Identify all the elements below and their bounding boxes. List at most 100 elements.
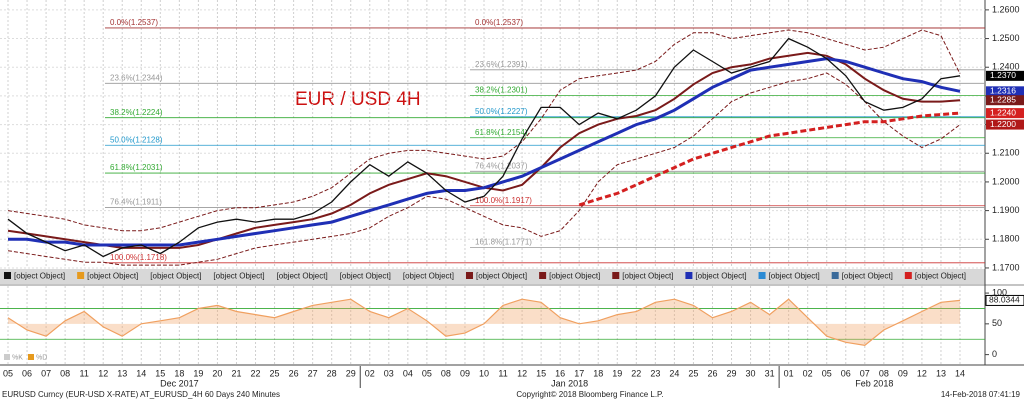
legend-label: %D — [36, 354, 47, 361]
legend-swatch — [685, 272, 693, 279]
y-tick-label: 1.2600 — [992, 4, 1020, 14]
legend-bar — [0, 269, 985, 284]
x-tick-label: 18 — [174, 368, 184, 378]
legend-label: [object Object] — [695, 272, 746, 281]
y-tick-label: 1.1800 — [992, 234, 1020, 244]
y-tick-label: 100 — [992, 287, 1007, 297]
series-line — [578, 111, 961, 207]
series-line — [8, 57, 961, 247]
x-tick-label: 09 — [898, 368, 908, 378]
fib-label: 76.4%(1.2037) — [475, 161, 528, 170]
legend-label: [object Object] — [277, 272, 328, 281]
last-label: 1.2240 — [990, 107, 1016, 117]
last-label: 1.2200 — [990, 119, 1016, 129]
last-label-box — [986, 70, 1024, 81]
value-label-box — [985, 294, 1024, 306]
legend-swatch — [539, 272, 547, 279]
x-tick-label: 27 — [308, 368, 318, 378]
x-tick-label: 10 — [479, 368, 489, 378]
fib-label: 61.8%(1.2031) — [110, 163, 163, 172]
series-line — [7, 37, 961, 258]
x-tick-label: 11 — [498, 368, 507, 378]
y-tick-label: 50 — [992, 318, 1002, 328]
footer-center: Copyright© 2018 Bloomberg Finance L.P. — [516, 390, 663, 399]
x-tick-label: 13 — [936, 368, 946, 378]
y-tick-label: 0 — [992, 349, 997, 359]
x-tick-label: 29 — [346, 368, 356, 378]
month-label: Dec 2017 — [160, 378, 199, 388]
fib-label: 100.0%(1.1917) — [475, 196, 532, 205]
last-label-box — [986, 119, 1024, 130]
fib-label: 23.6%(1.2391) — [475, 60, 528, 69]
fib-label: 61.8%(1.2154) — [475, 128, 528, 137]
x-tick-label: 12 — [517, 368, 527, 378]
legend-label: [object Object] — [340, 272, 391, 281]
x-tick-label: 19 — [193, 368, 203, 378]
x-tick-label: 08 — [60, 368, 70, 378]
x-tick-label: 15 — [536, 368, 546, 378]
fib-label: 38.2%(1.2301) — [475, 86, 528, 95]
x-tick-label: 14 — [136, 368, 146, 378]
x-tick-label: 15 — [155, 368, 165, 378]
x-tick-label: 26 — [707, 368, 717, 378]
x-tick-label: 06 — [22, 368, 32, 378]
footer-left: EURUSD Curncy (EUR-USD X-RATE) AT_EURUSD… — [2, 390, 280, 399]
x-tick-label: 18 — [593, 368, 603, 378]
fib-label: 100.0%(1.1718) — [110, 253, 167, 262]
fib-label: 23.6%(1.2344) — [110, 73, 163, 82]
legend-label: [object Object] — [622, 272, 673, 281]
x-tick-label: 01 — [784, 368, 794, 378]
x-tick-label: 05 — [822, 368, 832, 378]
legend-swatch — [831, 272, 839, 279]
x-tick-label: 12 — [98, 368, 108, 378]
x-tick-label: 02 — [365, 368, 375, 378]
y-tick-label: 1.2400 — [992, 62, 1020, 72]
series-line — [7, 72, 961, 266]
fib-label: 76.4%(1.1911) — [110, 198, 162, 207]
x-tick-label: 13 — [117, 368, 127, 378]
legend-swatch — [4, 354, 10, 360]
x-tick-label: 28 — [327, 368, 337, 378]
legend-swatch — [28, 354, 34, 360]
x-tick-label: 04 — [403, 368, 413, 378]
x-tick-label: 08 — [441, 368, 451, 378]
month-label: Jan 2018 — [551, 378, 588, 388]
x-tick-label: 31 — [765, 368, 775, 378]
x-tick-label: 06 — [841, 368, 851, 378]
legend-label: [object Object] — [915, 272, 966, 281]
legend-swatch — [758, 272, 766, 279]
legend-swatch — [612, 272, 620, 279]
fib-label: 50.0%(1.2128) — [110, 135, 163, 144]
legend-label: [object Object] — [476, 272, 527, 281]
x-tick-label: 30 — [746, 368, 756, 378]
x-tick-label: 25 — [270, 368, 280, 378]
fib-label: 161.8%(1.1771) — [475, 238, 532, 247]
fib-label: 38.2%(1.2224) — [110, 108, 163, 117]
month-label: Feb 2018 — [855, 378, 893, 388]
x-tick-label: 07 — [41, 368, 51, 378]
last-label: 1.2316 — [990, 86, 1016, 96]
x-tick-label: 14 — [955, 368, 965, 378]
x-tick-label: 02 — [803, 368, 813, 378]
y-tick-label: 1.1900 — [992, 205, 1020, 215]
last-label: 1.2285 — [990, 94, 1016, 104]
last-label-box — [986, 95, 1024, 106]
x-tick-label: 24 — [669, 368, 679, 378]
y-tick-label: 1.2500 — [992, 33, 1020, 43]
x-tick-label: 20 — [212, 368, 222, 378]
legend-swatch — [904, 272, 912, 279]
last-label-box — [986, 108, 1024, 119]
x-tick-label: 25 — [688, 368, 698, 378]
footer-right: 14-Feb-2018 07:41:19 — [941, 390, 1021, 399]
legend-swatch — [465, 272, 473, 279]
x-tick-label: 23 — [650, 368, 660, 378]
fib-label: 50.0%(1.2227) — [475, 107, 528, 116]
value-label: 88.0344 — [989, 295, 1020, 305]
y-tick-label: 1.2000 — [992, 176, 1020, 186]
x-tick-label: 05 — [422, 368, 432, 378]
x-tick-label: 07 — [860, 368, 870, 378]
x-tick-label: 12 — [917, 368, 927, 378]
fib-label: 0.0%(1.2537) — [475, 18, 523, 27]
last-label-box — [986, 86, 1024, 97]
